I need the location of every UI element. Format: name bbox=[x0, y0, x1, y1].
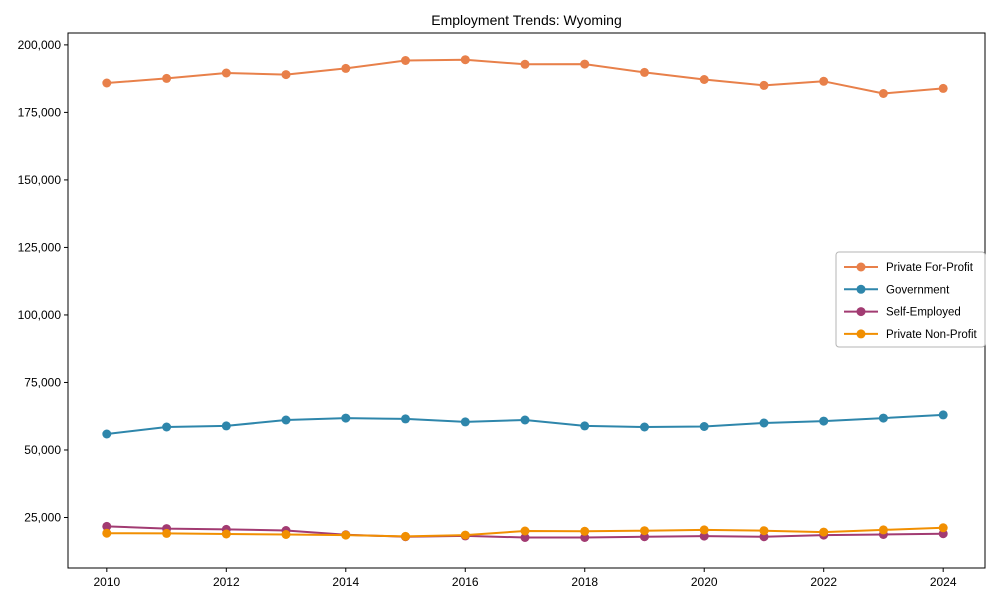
x-tick-label: 2022 bbox=[810, 575, 837, 589]
marker-private-non-profit bbox=[878, 525, 888, 535]
marker-government bbox=[819, 416, 829, 426]
marker-private-for-profit bbox=[580, 59, 590, 69]
legend: Private For-Profit Government Self-Employe… bbox=[835, 251, 986, 348]
y-tick-label: 75,000 bbox=[24, 375, 61, 389]
marker-government bbox=[938, 410, 948, 420]
marker-government bbox=[401, 414, 410, 424]
marker-private-non-profit bbox=[640, 526, 649, 536]
marker-self-employed bbox=[580, 533, 590, 542]
marker-private-non-profit bbox=[401, 531, 410, 541]
marker-government bbox=[162, 422, 172, 432]
marker-private-non-profit bbox=[341, 530, 351, 540]
marker-private-for-profit bbox=[460, 55, 470, 65]
legend-marker bbox=[856, 284, 866, 294]
marker-private-for-profit bbox=[221, 68, 231, 78]
legend-marker bbox=[856, 262, 866, 272]
y-tick-label: 175,000 bbox=[18, 105, 62, 119]
marker-government bbox=[759, 418, 769, 428]
series-private-for-profit bbox=[102, 55, 948, 98]
legend-label: Self-Employed bbox=[886, 307, 961, 319]
x-tick-label: 2012 bbox=[213, 575, 240, 589]
legend-label: Private For-Profit bbox=[886, 262, 974, 274]
legend-frame bbox=[835, 251, 986, 348]
marker-private-non-profit bbox=[699, 525, 709, 535]
legend-marker bbox=[856, 307, 866, 317]
marker-government bbox=[699, 422, 709, 431]
marker-private-non-profit bbox=[759, 526, 769, 536]
marker-government bbox=[102, 429, 112, 439]
marker-private-for-profit bbox=[102, 78, 112, 88]
marker-private-for-profit bbox=[520, 59, 530, 69]
marker-private-for-profit bbox=[341, 63, 351, 73]
marker-private-for-profit bbox=[281, 70, 291, 80]
marker-government bbox=[580, 421, 590, 431]
marker-private-for-profit bbox=[162, 73, 172, 83]
marker-private-for-profit bbox=[759, 80, 769, 90]
marker-private-non-profit bbox=[819, 527, 829, 537]
legend-label: Government bbox=[886, 284, 950, 296]
marker-private-non-profit bbox=[102, 528, 112, 538]
series-private-non-profit bbox=[102, 523, 948, 541]
marker-private-non-profit bbox=[938, 523, 948, 533]
marker-private-for-profit bbox=[938, 83, 948, 93]
y-tick-label: 125,000 bbox=[18, 240, 62, 254]
y-tick-label: 150,000 bbox=[18, 173, 62, 187]
x-tick-label: 2016 bbox=[452, 575, 479, 589]
marker-government bbox=[221, 421, 231, 431]
marker-government bbox=[341, 413, 351, 423]
marker-private-for-profit bbox=[699, 75, 709, 84]
chart-title: Employment Trends: Wyoming bbox=[431, 12, 622, 28]
marker-government bbox=[281, 415, 291, 425]
marker-private-non-profit bbox=[580, 526, 590, 536]
y-tick-label: 50,000 bbox=[24, 443, 61, 457]
x-tick-label: 2020 bbox=[691, 575, 718, 589]
marker-self-employed bbox=[520, 533, 530, 542]
marker-government bbox=[878, 413, 888, 423]
marker-private-non-profit bbox=[221, 529, 231, 539]
y-tick-label: 100,000 bbox=[18, 308, 62, 322]
marker-self-employed bbox=[699, 531, 709, 541]
marker-private-for-profit bbox=[878, 89, 888, 98]
legend-item-government: Government bbox=[844, 284, 950, 296]
marker-private-non-profit bbox=[520, 526, 530, 536]
marker-private-non-profit bbox=[162, 528, 172, 538]
legend-marker bbox=[856, 329, 866, 339]
x-tick-label: 2010 bbox=[93, 575, 120, 589]
legend-item-self-employed: Self-Employed bbox=[844, 307, 961, 319]
marker-private-for-profit bbox=[640, 67, 649, 77]
marker-private-non-profit bbox=[281, 530, 291, 539]
marker-government bbox=[640, 422, 649, 432]
x-tick-label: 2018 bbox=[571, 575, 598, 589]
x-tick-label: 2014 bbox=[332, 575, 359, 589]
marker-government bbox=[460, 417, 470, 427]
y-tick-label: 25,000 bbox=[24, 510, 61, 524]
legend-label: Private Non-Profit bbox=[886, 329, 978, 341]
marker-government bbox=[520, 415, 530, 425]
series-government bbox=[102, 410, 948, 439]
legend-item-private-non-profit: Private Non-Profit bbox=[844, 329, 978, 341]
marker-self-employed bbox=[102, 521, 112, 531]
x-tick-label: 2024 bbox=[930, 575, 957, 589]
marker-private-non-profit bbox=[460, 530, 470, 540]
marker-private-for-profit bbox=[401, 56, 410, 65]
marker-private-for-profit bbox=[819, 76, 829, 86]
legend-item-private-for-profit: Private For-Profit bbox=[844, 262, 974, 274]
y-tick-label: 200,000 bbox=[18, 38, 62, 52]
